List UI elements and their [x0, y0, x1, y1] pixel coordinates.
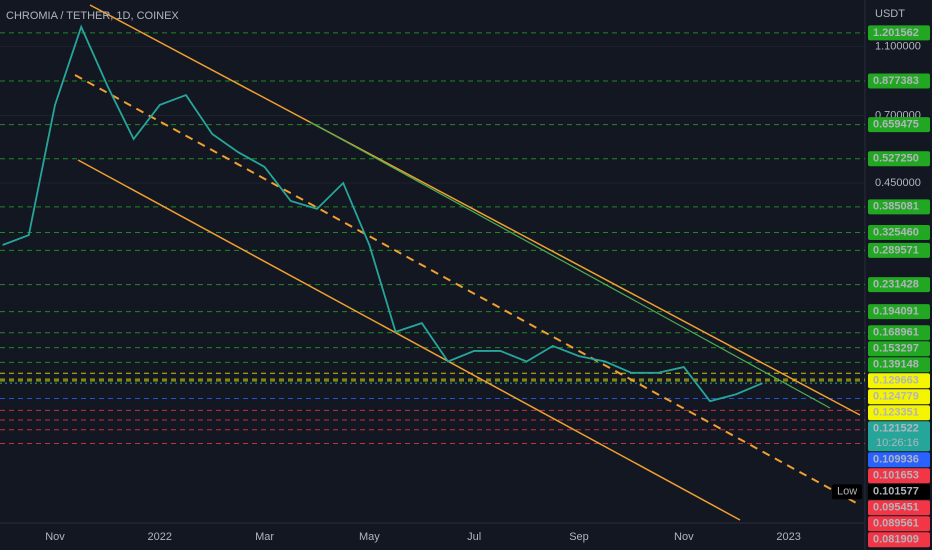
price-label: 0.194091 — [873, 305, 919, 317]
price-label-box — [868, 468, 930, 484]
chart-title: CHROMIA / TETHER, 1D, COINEX — [6, 10, 179, 22]
x-tick-label: Nov — [674, 531, 694, 543]
low-tag-box — [832, 484, 862, 500]
low-tag: Low — [837, 486, 857, 498]
price-label: 0.325460 — [873, 226, 919, 238]
price-label-box — [868, 151, 930, 167]
price-label: 0.129663 — [873, 375, 919, 387]
price-label: 0.124779 — [873, 391, 919, 403]
price-label-box — [868, 242, 930, 258]
price-label-box — [868, 277, 930, 293]
price-label-box — [868, 516, 930, 532]
price-label: 0.101577 — [873, 486, 919, 498]
price-label: 0.527250 — [873, 153, 919, 165]
price-label-box — [868, 73, 930, 89]
price-label: 0.153297 — [873, 343, 919, 355]
price-label-box — [868, 389, 930, 405]
x-tick-label: 2023 — [776, 531, 800, 543]
price-label: 0.121522 — [873, 423, 919, 435]
price-label-box — [868, 421, 930, 452]
price-label: 0.123351 — [873, 407, 919, 419]
price-label: 1.201562 — [873, 27, 919, 39]
countdown: 10:26:16 — [876, 437, 919, 449]
x-tick-label: Mar — [255, 531, 274, 543]
price-label: 0.089561 — [873, 518, 919, 530]
x-tick-label: May — [359, 531, 380, 543]
price-label-box — [868, 325, 930, 341]
x-tick-label: Nov — [45, 531, 65, 543]
price-label: 0.877383 — [873, 75, 919, 87]
channel-mid — [74, 74, 861, 506]
price-axis: 1.1000000.7000000.4500001.2015620.877383… — [45, 25, 930, 548]
price-label-box — [868, 341, 930, 357]
currency: USDT — [875, 8, 905, 20]
price-label: 0.659475 — [873, 119, 919, 131]
price-label-box — [868, 304, 930, 320]
y-tick-label: 1.100000 — [875, 40, 921, 52]
price-label-box — [868, 500, 930, 516]
trend-line — [309, 121, 831, 409]
x-tick-label: 2022 — [148, 531, 172, 543]
price-label: 0.168961 — [873, 327, 919, 339]
price-label: 0.109936 — [873, 454, 919, 466]
x-tick-label: Jul — [467, 531, 481, 543]
price-label-box — [868, 25, 930, 41]
price-label-box — [868, 357, 930, 373]
price-label-box — [868, 199, 930, 215]
channel-upper — [89, 4, 861, 416]
price-label-box — [868, 373, 930, 389]
plot — [2, 24, 763, 403]
y-tick-label: 0.450000 — [875, 177, 921, 189]
price-label-box — [868, 532, 930, 548]
price-label-box — [868, 225, 930, 241]
price-label-box — [868, 452, 930, 468]
price-label: 0.081909 — [873, 534, 919, 546]
x-tick-label: Sep — [569, 531, 589, 543]
price-label: 0.095451 — [873, 502, 919, 514]
price-label: 0.385081 — [873, 201, 919, 213]
price-label-box — [868, 484, 930, 500]
price-label-box — [868, 405, 930, 421]
price-line — [2, 24, 763, 403]
levels — [0, 32, 865, 444]
channel-lower — [77, 159, 741, 521]
price-label: 0.139148 — [873, 359, 919, 371]
price-label: 0.231428 — [873, 279, 919, 291]
price-label-box — [868, 117, 930, 133]
price-label: 0.289571 — [873, 244, 919, 256]
price-label: 0.101653 — [873, 470, 919, 482]
